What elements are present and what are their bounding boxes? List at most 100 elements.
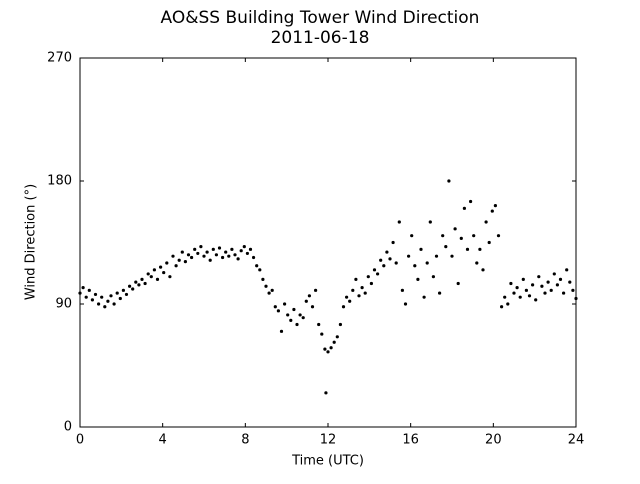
point (447, 179, 451, 183)
point (379, 258, 383, 262)
x-tick-label: 24 (568, 433, 585, 448)
point (239, 249, 243, 253)
point (252, 255, 256, 260)
point (376, 272, 380, 276)
point (140, 277, 144, 281)
point (568, 280, 572, 284)
point (338, 322, 342, 327)
point (146, 272, 150, 276)
point (323, 347, 327, 351)
point (394, 261, 398, 265)
point (472, 234, 476, 238)
point (354, 277, 358, 281)
x-tick-label: 12 (320, 433, 337, 448)
point (521, 277, 525, 281)
point (478, 247, 482, 251)
point (512, 291, 516, 295)
y-tick-label: 90 (55, 297, 72, 312)
point (332, 340, 336, 344)
point (97, 302, 101, 306)
point (558, 277, 563, 281)
point (484, 220, 488, 224)
point (518, 295, 522, 299)
point (180, 250, 184, 254)
point (202, 254, 206, 258)
point (487, 240, 491, 245)
y-axis-label: Wind Direction (°) (24, 184, 39, 300)
point (103, 305, 107, 309)
point (503, 295, 507, 299)
point (245, 251, 249, 256)
point (90, 298, 94, 302)
point (314, 288, 318, 292)
point (267, 291, 271, 295)
point (372, 268, 377, 272)
point (279, 329, 284, 333)
point (93, 292, 98, 297)
point (537, 275, 541, 279)
point (397, 220, 401, 224)
point (465, 247, 470, 251)
point (496, 234, 501, 238)
point (81, 286, 85, 290)
point (385, 250, 389, 254)
point (205, 250, 209, 254)
point (168, 275, 172, 279)
point (155, 277, 160, 281)
point (295, 322, 299, 327)
point (444, 245, 448, 249)
point (450, 254, 454, 258)
point (152, 268, 156, 272)
point (196, 251, 200, 256)
point (506, 302, 510, 306)
point (419, 247, 423, 251)
point (326, 350, 330, 354)
point (428, 220, 432, 224)
point (462, 206, 466, 210)
point (413, 264, 417, 268)
point (190, 255, 194, 260)
point (264, 284, 268, 288)
point (224, 250, 228, 254)
chart-title: AO&SS Building Tower Wind Direction (161, 8, 480, 28)
point (317, 322, 321, 327)
point (301, 316, 305, 320)
point (425, 261, 429, 265)
y-tick-label: 180 (47, 174, 72, 189)
point (490, 209, 494, 213)
x-tick-label: 4 (159, 433, 167, 448)
point (283, 302, 287, 306)
point (276, 309, 280, 313)
point (121, 288, 125, 292)
point (242, 245, 246, 249)
point (434, 254, 439, 258)
point (571, 288, 575, 292)
y-tick-label: 0 (64, 420, 72, 435)
point (149, 275, 153, 279)
point (124, 292, 129, 297)
point (324, 391, 328, 395)
point (292, 307, 296, 312)
point (329, 346, 333, 350)
point (131, 287, 135, 291)
x-tick-label: 0 (76, 433, 84, 448)
point (183, 260, 187, 264)
point (555, 283, 560, 287)
point (174, 264, 178, 268)
point (106, 299, 110, 303)
point (456, 281, 460, 286)
point (112, 302, 116, 306)
point (118, 296, 122, 301)
point (261, 277, 265, 281)
point (391, 240, 395, 245)
point (233, 253, 237, 257)
point (565, 268, 569, 272)
point (87, 288, 91, 292)
point (128, 284, 132, 288)
point (549, 288, 553, 292)
point (298, 313, 302, 317)
point (552, 272, 556, 276)
point (369, 281, 373, 286)
x-tick-label: 20 (485, 433, 502, 448)
